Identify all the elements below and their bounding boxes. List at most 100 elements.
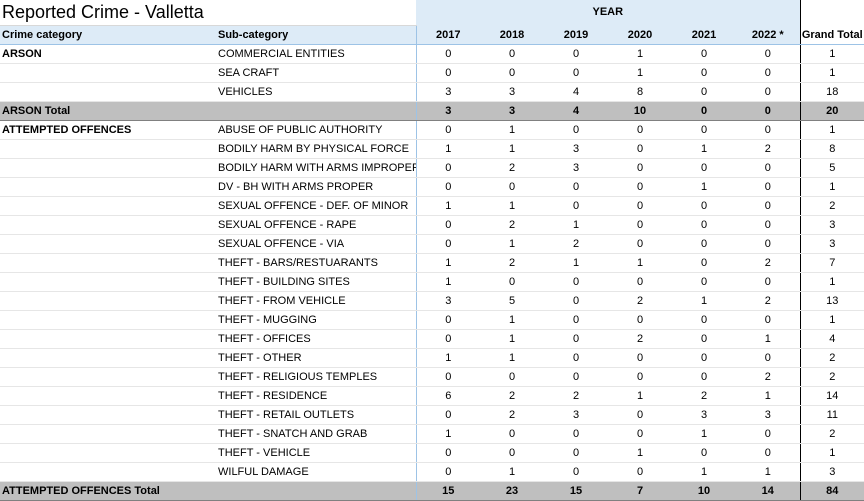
year-value-cell: 6 [415,386,480,406]
year-value-cell: 15 [415,481,480,501]
year-value-cell: 3 [544,158,608,178]
year-value-cell: 0 [415,158,480,178]
grand-total-cell: 1 [799,120,864,140]
year-value-cell: 0 [672,348,736,368]
grand-total-cell: 2 [799,348,864,368]
year-value-cell: 1 [544,253,608,273]
year-value-cell: 2 [544,234,608,254]
table-row: ARSON COMMERCIAL ENTITIES 0 0 0 1 0 0 1 [0,44,864,64]
year-value-cell: 3 [544,405,608,425]
grand-total-cell: 11 [799,405,864,425]
grand-total-cell: 1 [799,310,864,330]
year-value-cell: 0 [415,63,480,83]
year-value-cell: 0 [672,310,736,330]
category-cell: ATTEMPTED OFFENCES [0,120,216,140]
table-row: DV - BH WITH ARMS PROPER 0 0 0 0 1 0 1 [0,177,864,197]
year-value-cell: 1 [544,215,608,235]
category-cell: ARSON [0,44,216,64]
grand-total-cell: 1 [799,44,864,64]
table-row: THEFT - OFFICES 0 1 0 2 0 1 4 [0,329,864,349]
grand-total-cell: 1 [799,443,864,463]
year-value-cell: 0 [672,44,736,64]
category-cell [0,272,216,292]
year-value-cell: 0 [608,348,672,368]
year-value-cell: 2 [480,158,544,178]
category-cell [0,158,216,178]
year-value-cell: 3 [544,139,608,159]
year-value-cell: 1 [608,253,672,273]
year-value-cell: 0 [544,367,608,387]
year-value-cell: 0 [736,424,801,444]
year-value-cell: 0 [415,367,480,387]
year-value-cell: 14 [736,481,801,501]
year-value-cell: 1 [415,424,480,444]
header-year-2017: 2017 [415,25,480,45]
category-cell [0,405,216,425]
year-value-cell: 0 [415,44,480,64]
year-value-cell: 15 [544,481,608,501]
category-cell [0,234,216,254]
year-value-cell: 0 [736,443,801,463]
grand-total-cell: 13 [799,291,864,311]
year-value-cell: 1 [608,44,672,64]
year-value-cell: 1 [480,310,544,330]
year-value-cell: 2 [672,386,736,406]
category-cell [0,215,216,235]
year-value-cell: 0 [736,158,801,178]
year-value-cell: 4 [544,101,608,121]
year-value-cell: 2 [736,291,801,311]
year-value-cell: 2 [480,253,544,273]
year-value-cell: 2 [736,139,801,159]
table-row: SEXUAL OFFENCE - RAPE 0 2 1 0 0 0 3 [0,215,864,235]
grand-total-cell: 1 [799,63,864,83]
year-value-cell: 0 [736,215,801,235]
year-value-cell: 1 [415,348,480,368]
category-cell [0,82,216,102]
year-value-cell: 0 [608,196,672,216]
year-value-cell: 0 [544,177,608,197]
category-cell [0,443,216,463]
category-cell [0,329,216,349]
year-value-cell: 0 [608,139,672,159]
year-band-header: YEAR [416,0,801,26]
grand-total-cell: 8 [799,139,864,159]
year-value-cell: 0 [672,272,736,292]
header-grand-total: Grand Total [799,25,864,45]
table-row: THEFT - VEHICLE 0 0 0 1 0 0 1 [0,443,864,463]
subcategory-cell: SEA CRAFT [216,63,416,83]
header-year-2020: 2020 [608,25,672,45]
year-value-cell: 0 [672,443,736,463]
year-value-cell: 1 [480,139,544,159]
year-value-cell: 1 [672,424,736,444]
grand-total-cell: 2 [799,196,864,216]
table-row: SEA CRAFT 0 0 0 1 0 0 1 [0,63,864,83]
subcategory-cell: THEFT - SNATCH AND GRAB [216,424,416,444]
subcategory-cell: THEFT - VEHICLE [216,443,416,463]
year-value-cell: 10 [672,481,736,501]
year-value-cell: 0 [672,329,736,349]
year-value-cell: 0 [736,177,801,197]
table-row: THEFT - OTHER 1 1 0 0 0 0 2 [0,348,864,368]
year-value-cell: 3 [415,101,480,121]
year-value-cell: 1 [672,291,736,311]
category-cell [0,462,216,482]
table-row: BODILY HARM BY PHYSICAL FORCE 1 1 3 0 1 2 8 [0,139,864,159]
table-row: THEFT - MUGGING 0 1 0 0 0 0 1 [0,310,864,330]
year-value-cell: 0 [736,272,801,292]
category-cell [0,177,216,197]
grand-total-cell: 4 [799,329,864,349]
year-value-cell: 1 [415,196,480,216]
subcategory-cell: SEXUAL OFFENCE - VIA [216,234,416,254]
subcategory-cell: VEHICLES [216,82,416,102]
year-value-cell: 0 [415,310,480,330]
year-value-cell: 1 [480,234,544,254]
subcategory-cell: THEFT - MUGGING [216,310,416,330]
subcategory-cell: THEFT - BARS/RESTUARANTS [216,253,416,273]
category-cell [0,367,216,387]
header-crime-category: Crime category [0,25,216,45]
year-value-cell: 5 [480,291,544,311]
year-value-cell: 0 [736,310,801,330]
subcategory-cell: THEFT - OFFICES [216,329,416,349]
year-value-cell: 2 [480,386,544,406]
